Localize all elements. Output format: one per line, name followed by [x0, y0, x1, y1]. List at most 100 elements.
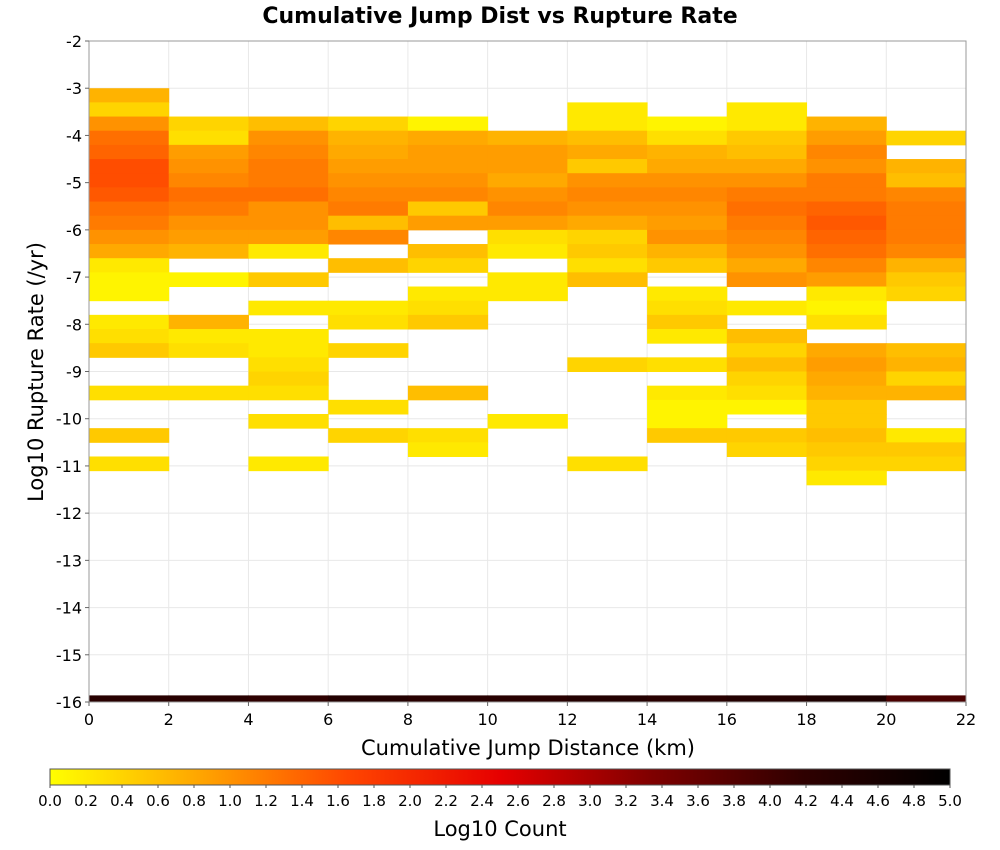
heatmap-cell — [89, 116, 170, 132]
heatmap-cell — [89, 456, 170, 472]
colorbar-tick-label: 1.0 — [218, 792, 242, 810]
colorbar-tick-label: 2.0 — [398, 792, 422, 810]
heatmap-cell — [89, 329, 170, 344]
x-tick-label: 22 — [956, 710, 976, 729]
x-tick-label: 18 — [796, 710, 816, 729]
colorbar-tick-label: 3.4 — [650, 792, 674, 810]
heatmap-cell — [248, 244, 329, 259]
heatmap-cell — [647, 385, 728, 401]
heatmap-cell-bottom — [886, 695, 967, 702]
heatmap-cell — [567, 244, 648, 259]
heatmap-cell — [726, 187, 808, 203]
heatmap-cell — [886, 201, 967, 217]
y-tick-label: -13 — [56, 551, 82, 570]
heatmap-cell — [726, 385, 808, 401]
heatmap-cell — [567, 272, 648, 288]
heatmap-cell — [886, 428, 967, 443]
heatmap-cell — [407, 385, 489, 401]
heatmap-cell — [168, 385, 249, 401]
x-tick-label: 12 — [557, 710, 577, 729]
y-axis-ticks: -2 -3 -4 -5 -6 -7 -8 -9 -10 -11 -12 -13 -14 -15 -16 — [56, 32, 89, 712]
heatmap-cell — [886, 442, 967, 457]
y-tick-label: -12 — [56, 504, 82, 523]
colorbar-tick-label: 4.4 — [830, 792, 854, 810]
heatmap-cell — [806, 258, 887, 273]
heatmap-cell — [726, 144, 808, 160]
heatmap-cell — [328, 159, 409, 174]
heatmap-cell — [806, 159, 887, 174]
x-tick-label: 4 — [243, 710, 253, 729]
heatmap-cell — [647, 229, 728, 245]
x-tick-label: 20 — [876, 710, 896, 729]
heatmap-cell — [886, 229, 967, 245]
heatmap-cell — [806, 286, 887, 302]
heatmap-cell — [886, 286, 967, 302]
colorbar-tick-label: 3.6 — [686, 792, 710, 810]
heatmap-cell — [806, 130, 887, 146]
heatmap-cell — [168, 116, 249, 132]
y-tick-label: -7 — [66, 268, 82, 287]
y-tick-label: -8 — [66, 315, 82, 334]
heatmap-cell — [328, 343, 409, 358]
heatmap-cell — [168, 201, 249, 217]
heatmap-cell — [487, 413, 568, 429]
heatmap-cell — [886, 159, 967, 174]
heatmap-cell — [567, 116, 648, 132]
heatmap-cell — [248, 371, 329, 387]
heatmap-cell — [647, 428, 728, 443]
heatmap-cell — [89, 159, 170, 174]
heatmap-cell-bottom — [248, 695, 329, 702]
heatmap-cell — [168, 187, 249, 203]
heatmap-cell — [806, 215, 887, 231]
heatmap-cell — [806, 144, 887, 160]
colorbar-tick-label: 2.8 — [542, 792, 566, 810]
heatmap-cell — [647, 159, 728, 174]
heatmap-cell — [806, 399, 887, 415]
colorbar-tick-label: 4.6 — [866, 792, 890, 810]
heatmap-cell — [726, 329, 808, 344]
heatmap-cell — [328, 399, 409, 415]
colorbar-tick-label: 5.0 — [938, 792, 962, 810]
x-tick-label: 8 — [403, 710, 413, 729]
heatmap-cell — [726, 102, 808, 118]
heatmap-cell — [89, 88, 170, 103]
heatmap-cell — [487, 130, 568, 146]
colorbar-tick-label: 2.6 — [506, 792, 530, 810]
heatmap-cell — [248, 130, 329, 146]
heatmap-cell — [726, 130, 808, 146]
heatmap-cell — [647, 286, 728, 302]
heatmap-cells — [89, 88, 967, 702]
heatmap-cell — [89, 187, 170, 203]
heatmap-cell — [806, 300, 887, 316]
heatmap-cell-bottom — [89, 695, 170, 702]
heatmap-cell — [487, 229, 568, 245]
heatmap-cell — [886, 173, 967, 188]
heatmap-cell — [647, 201, 728, 217]
heatmap-cell — [886, 130, 967, 146]
y-tick-label: -9 — [66, 363, 82, 382]
heatmap-cell — [806, 116, 887, 132]
heatmap-cell — [567, 357, 648, 372]
heatmap-cell — [886, 357, 967, 372]
heatmap-cell — [407, 159, 489, 174]
y-tick-label: -11 — [56, 457, 82, 476]
heatmap-cell — [407, 187, 489, 203]
heatmap-cell — [806, 244, 887, 259]
heatmap-cell — [647, 173, 728, 188]
heatmap-cell — [886, 244, 967, 259]
heatmap-cell — [168, 314, 249, 330]
heatmap-cell — [89, 272, 170, 288]
heatmap-cell — [89, 244, 170, 259]
y-tick-label: -2 — [66, 32, 82, 51]
heatmap-cell — [487, 201, 568, 217]
heatmap-cell — [886, 272, 967, 288]
heatmap-cell — [647, 258, 728, 273]
heatmap-cell — [647, 413, 728, 429]
heatmap-cell — [647, 116, 728, 132]
heatmap-cell — [726, 201, 808, 217]
heatmap-cell — [89, 144, 170, 160]
y-tick-label: -4 — [66, 126, 82, 145]
heatmap-cell — [726, 244, 808, 259]
heatmap-cell — [407, 442, 489, 457]
